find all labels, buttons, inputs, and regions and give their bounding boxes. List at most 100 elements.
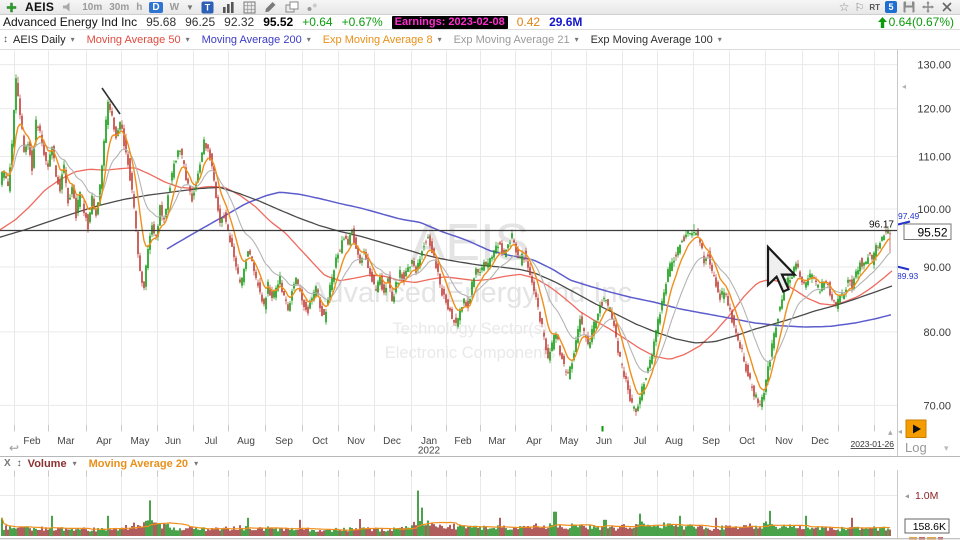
upper-alert-marker xyxy=(897,220,911,226)
symbol-label[interactable]: AEIS xyxy=(25,0,55,14)
timeframe-dropdown-icon[interactable]: ▼ xyxy=(186,2,194,12)
save-button[interactable] xyxy=(902,1,916,14)
last-price: 95.52 xyxy=(263,15,294,29)
indicator-ma200[interactable]: Moving Average 200 xyxy=(201,33,302,46)
chart-series xyxy=(0,74,893,537)
volume-close-button[interactable]: X xyxy=(4,458,11,469)
chart-title-dropdown-icon[interactable]: ▾ xyxy=(70,35,75,44)
move-window-button[interactable] xyxy=(921,1,935,14)
volume-axis-label: 1.0M xyxy=(915,490,938,502)
price-axis-label: 100.00 xyxy=(917,204,951,216)
chart-type-button[interactable]: T xyxy=(201,1,215,14)
price-axis-label: 110.00 xyxy=(918,152,951,164)
layers-button[interactable] xyxy=(285,1,299,14)
dots-icon xyxy=(307,3,318,11)
indicator-ema8[interactable]: Exp Moving Average 8 xyxy=(322,33,433,46)
indicator-ma50[interactable]: Moving Average 50 xyxy=(86,33,181,46)
x-axis-month-label: Jul xyxy=(634,436,647,447)
top-toolbar: AEIS 10m 30m h D W ▼ T ☆ ⚐ RT 5 xyxy=(0,0,960,15)
x-axis-month-label: Apr xyxy=(96,436,112,447)
x-axis-month-label: Jul xyxy=(205,436,218,447)
volume-bars-button[interactable] xyxy=(222,1,236,14)
ema21-dropdown-icon[interactable]: ▾ xyxy=(574,35,579,44)
play-icon xyxy=(913,424,921,434)
x-axis-year-label: 2022 xyxy=(418,446,441,457)
x-axis-month-label: Jun xyxy=(165,436,181,447)
ema100-dropdown-icon[interactable]: ▾ xyxy=(717,35,722,44)
last-date-label[interactable]: 2023-01-26 xyxy=(851,439,895,449)
bars-icon xyxy=(223,1,235,13)
x-axis-month-label: Nov xyxy=(775,436,793,447)
note-icon[interactable] xyxy=(61,1,75,14)
add-symbol-button[interactable] xyxy=(4,1,18,14)
last-volume-value: 158.6K xyxy=(913,521,946,533)
x-axis-month-label: Sep xyxy=(275,436,293,447)
avg-volume-value: 29.6M xyxy=(549,15,583,29)
timeframe-10m[interactable]: 10m xyxy=(82,1,103,13)
template-icon: T xyxy=(201,1,214,13)
layout-badge[interactable]: 5 xyxy=(885,1,897,13)
grid-icon xyxy=(243,1,256,13)
price-axis-label: 70.00 xyxy=(923,400,951,412)
favorite-star-icon[interactable]: ☆ xyxy=(838,0,850,14)
timeframe-weekly[interactable]: W xyxy=(169,1,180,13)
realtime-badge: RT xyxy=(869,2,880,12)
close-icon xyxy=(942,2,952,12)
pan-left-icon[interactable]: ↩ xyxy=(9,441,19,455)
change-value: +0.64 xyxy=(302,15,333,29)
event-tick xyxy=(601,426,604,432)
move-icon xyxy=(922,1,934,13)
mouse-cursor xyxy=(766,244,798,294)
watermark-industry: Electronic Components xyxy=(385,344,556,362)
timeframe-h[interactable]: h xyxy=(136,1,143,13)
lower-alert-label: 89.93 xyxy=(897,271,919,281)
axis-arrow-marker-icon: ◂ xyxy=(902,82,906,91)
scroll-left-icon[interactable]: ◂ xyxy=(898,427,902,436)
more-options-button[interactable] xyxy=(306,1,320,14)
eps-value: 0.42 xyxy=(516,15,541,29)
scale-label[interactable]: Log xyxy=(905,440,927,455)
close-window-button[interactable] xyxy=(940,1,954,14)
lower-alert-marker xyxy=(896,265,910,271)
flag-icon[interactable]: ⚐ xyxy=(854,1,865,14)
timeframe-30m[interactable]: 30m xyxy=(109,1,130,13)
earnings-badge: Earnings: 2023-02-08 xyxy=(391,15,508,29)
change-percent: +0.67% xyxy=(341,15,383,29)
x-axis-month-label: Aug xyxy=(237,436,255,447)
ma50-dropdown-icon[interactable]: ▾ xyxy=(185,35,190,44)
x-axis-month-label: Nov xyxy=(347,436,365,447)
layers-icon xyxy=(285,1,299,12)
plus-icon xyxy=(6,2,16,12)
diagonal-trendline[interactable] xyxy=(101,87,121,115)
ma200-dropdown-icon[interactable]: ▾ xyxy=(306,35,311,44)
company-name: Advanced Energy Ind Inc xyxy=(3,15,138,29)
volume-resize-icon[interactable]: ↕ xyxy=(16,458,22,469)
pane-resize-icon[interactable]: ↕ xyxy=(3,34,8,45)
indicator-ema100[interactable]: Exp Moving Average 100 xyxy=(590,33,713,46)
scale-dropdown-icon[interactable]: ▾ xyxy=(944,443,949,453)
last-price-box xyxy=(903,223,952,240)
x-axis-month-label: Oct xyxy=(739,436,755,447)
low-value: 92.32 xyxy=(224,15,255,29)
x-axis-month-label: Feb xyxy=(454,436,472,447)
volume-ma-dropdown-icon[interactable]: ▾ xyxy=(194,459,199,468)
indicator-ema21[interactable]: Exp Moving Average 21 xyxy=(453,33,570,46)
price-axis-label: 130.00 xyxy=(917,60,951,72)
chart-title[interactable]: AEIS Daily xyxy=(13,33,66,46)
volume-ma-label[interactable]: Moving Average 20 xyxy=(88,457,189,470)
x-axis-month-label: May xyxy=(560,436,579,447)
scroll-up-icon[interactable]: ▴ xyxy=(888,427,893,437)
x-axis-month-label: Dec xyxy=(811,436,829,447)
chart-header: ↕ AEIS Daily ▾ Moving Average 50 ▾ Moving… xyxy=(0,30,960,50)
timeframe-daily[interactable]: D xyxy=(149,1,163,13)
trendline-value-label: 96.17 xyxy=(869,220,894,231)
price-chart[interactable]: AEIS Advanced Energy Ind Inc Technology … xyxy=(0,50,960,540)
volume-dropdown-icon[interactable]: ▾ xyxy=(72,459,77,468)
layout-grid-button[interactable] xyxy=(243,1,257,14)
price-axis-label: 120.00 xyxy=(917,104,951,116)
x-axis-month-label: Oct xyxy=(312,436,328,447)
volume-title[interactable]: Volume xyxy=(27,457,67,470)
draw-button[interactable] xyxy=(264,1,278,14)
up-arrow-icon xyxy=(877,16,887,28)
ema8-dropdown-icon[interactable]: ▾ xyxy=(437,35,442,44)
